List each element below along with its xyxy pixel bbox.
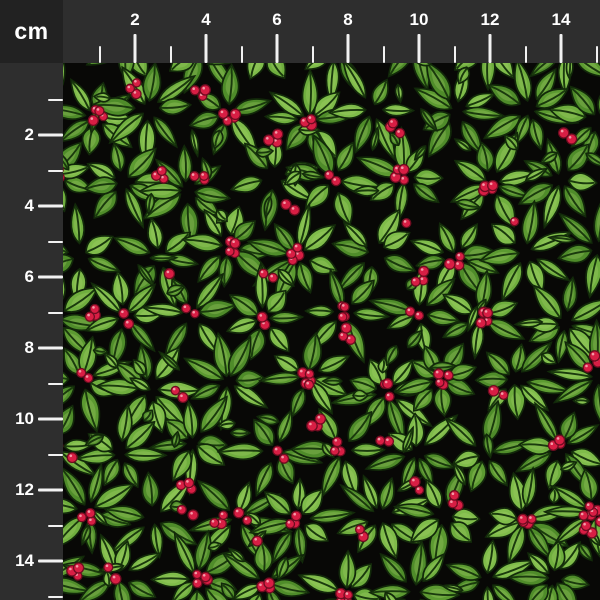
ruler-tick-label: 8 — [343, 10, 353, 29]
ruler-minor-tick — [524, 46, 527, 63]
ruler-minor-tick — [48, 311, 63, 314]
ruler-major-tick — [275, 34, 279, 63]
ruler-minor-tick — [169, 46, 172, 63]
ruler-tick-label: 14 — [551, 10, 571, 29]
ruler-vertical: 2 4 6 8 10 12 14 — [0, 63, 63, 600]
ruler-unit-box: cm — [0, 0, 63, 63]
ruler-horizontal: 2 4 6 8 10 12 14 — [63, 0, 600, 63]
ruler-major-tick — [204, 34, 208, 63]
ruler-major-tick — [38, 275, 63, 279]
ruler-tick-label: 6 — [272, 10, 282, 29]
ruler-tick-label: 4 — [201, 10, 211, 29]
ruler-tick-label: 2 — [130, 10, 140, 29]
ruler-minor-tick — [595, 46, 598, 63]
ruler-tick-label: 6 — [24, 267, 34, 286]
ruler-major-tick — [38, 204, 63, 208]
ruler-minor-tick — [48, 382, 63, 385]
ruler-major-tick — [417, 34, 421, 63]
ruler-major-tick — [133, 34, 137, 63]
ruler-tick-label: 10 — [15, 409, 34, 428]
leaf-berry-pattern — [63, 63, 600, 600]
ruler-minor-tick — [240, 46, 243, 63]
ruler-minor-tick — [48, 524, 63, 527]
ruler-major-tick — [38, 488, 63, 492]
ruler-minor-tick — [48, 453, 63, 456]
ruler-major-tick — [346, 34, 350, 63]
ruler-minor-tick — [311, 46, 314, 63]
ruler-minor-tick — [48, 595, 63, 598]
ruler-minor-tick — [48, 169, 63, 172]
ruler-tick-label: 4 — [24, 196, 34, 215]
ruler-major-tick — [488, 34, 492, 63]
ruler-tick-label: 10 — [409, 10, 429, 29]
ruler-minor-tick — [48, 240, 63, 243]
ruler-minor-tick — [453, 46, 456, 63]
ruler-tick-label: 12 — [15, 480, 34, 499]
ruler-minor-tick — [98, 46, 101, 63]
ruler-minor-tick — [48, 98, 63, 101]
ruler-tick-label: 14 — [15, 551, 34, 570]
ruler-major-tick — [38, 417, 63, 421]
ruler-major-tick — [38, 559, 63, 563]
ruler-tick-label: 12 — [480, 10, 500, 29]
ruler-tick-label: 8 — [24, 338, 34, 357]
ruler-unit-label: cm — [14, 18, 49, 44]
ruler-major-tick — [559, 34, 563, 63]
ruler-tick-label: 2 — [24, 125, 34, 144]
ruler-major-tick — [38, 133, 63, 137]
ruler-major-tick — [38, 346, 63, 350]
fabric-swatch — [63, 63, 600, 600]
ruler-minor-tick — [382, 46, 385, 63]
